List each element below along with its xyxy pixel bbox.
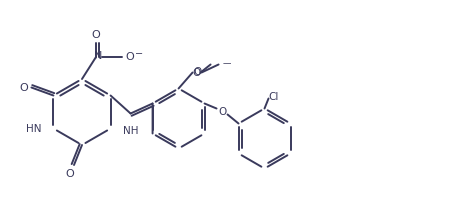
- Text: O: O: [125, 52, 134, 62]
- Text: O: O: [92, 30, 100, 40]
- Text: HN: HN: [26, 124, 41, 134]
- Text: O: O: [194, 67, 202, 76]
- Text: −: −: [135, 49, 143, 59]
- Text: O: O: [66, 169, 75, 179]
- Text: N: N: [94, 51, 102, 61]
- Text: O: O: [219, 107, 227, 116]
- Text: O: O: [19, 83, 28, 93]
- Text: Cl: Cl: [269, 91, 279, 101]
- Text: O: O: [193, 68, 200, 77]
- Text: NH: NH: [123, 125, 138, 136]
- Text: —: —: [222, 59, 231, 68]
